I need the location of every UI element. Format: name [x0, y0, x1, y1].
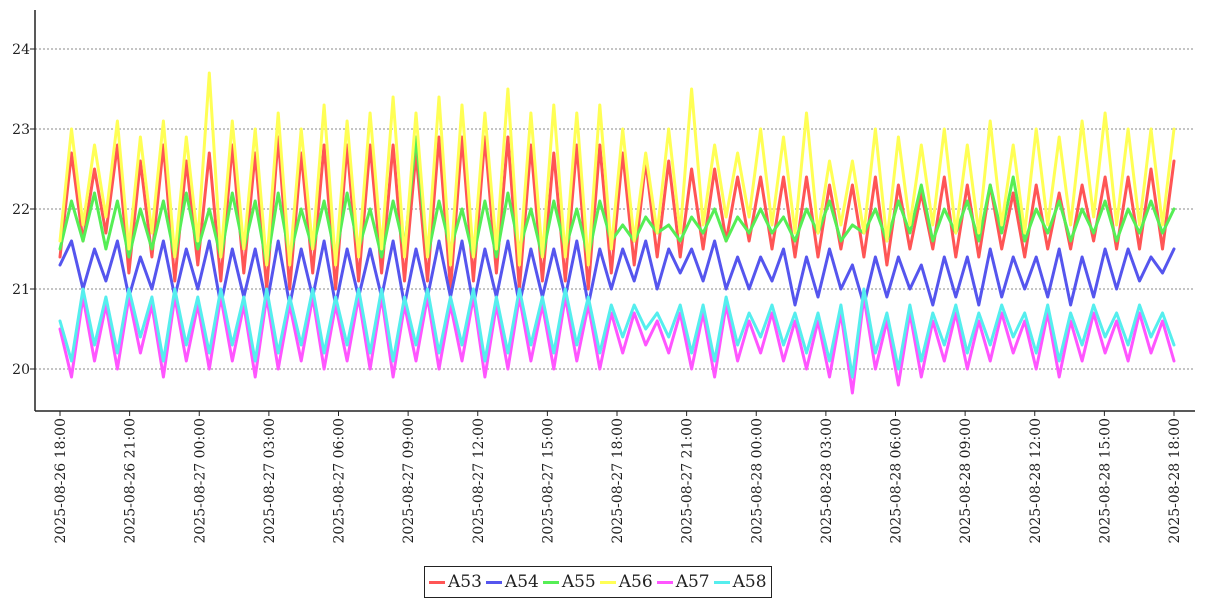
y-tick-label: 22 [12, 202, 30, 218]
legend: A53 A54 A55 A56 A57 A58 [424, 566, 772, 598]
legend-swatch [713, 580, 730, 584]
x-tick-label: 2025-08-28 00:00 [749, 418, 765, 544]
series-line-a56 [58, 71, 1176, 267]
x-tick-label: 2025-08-26 18:00 [53, 418, 69, 544]
x-tick-label: 2025-08-27 12:00 [471, 418, 487, 544]
legend-item-a56[interactable]: A56 [599, 572, 653, 592]
axes [34, 10, 1195, 412]
x-tick-label: 2025-08-27 21:00 [680, 418, 696, 544]
legend-swatch [429, 580, 445, 584]
y-axis-ticks: 20 21 22 23 24 [12, 42, 35, 378]
x-tick-label: 2025-08-26 21:00 [123, 418, 139, 544]
legend-item-a53[interactable]: A53 [429, 572, 482, 592]
y-tick-label: 24 [12, 42, 30, 58]
x-tick-label: 2025-08-28 12:00 [1028, 418, 1044, 544]
x-tick-label: 2025-08-27 06:00 [332, 418, 348, 544]
y-tick-label: 23 [12, 122, 30, 138]
x-tick-label: 2025-08-27 09:00 [401, 418, 417, 544]
series-line-a57 [58, 295, 1176, 395]
legend-item-a54[interactable]: A54 [485, 572, 539, 592]
x-tick-label: 2025-08-27 00:00 [192, 418, 208, 544]
x-axis-ticks: 2025-08-26 18:00 2025-08-26 21:00 2025-08-… [53, 411, 1183, 544]
legend-item-a57[interactable]: A57 [656, 572, 710, 592]
y-tick-label: 20 [12, 362, 30, 378]
legend-label: A57 [675, 572, 710, 592]
legend-item-a55[interactable]: A55 [542, 572, 596, 592]
legend-item-a58[interactable]: A58 [713, 572, 767, 592]
legend-label: A54 [504, 572, 539, 592]
x-tick-label: 2025-08-28 06:00 [889, 418, 905, 544]
series-line-a58 [58, 287, 1176, 379]
legend-label: A53 [448, 572, 482, 592]
series-line-a54 [58, 239, 1176, 307]
x-tick-label: 2025-08-28 09:00 [958, 418, 974, 544]
x-tick-label: 2025-08-28 18:00 [1167, 418, 1183, 544]
legend-label: A56 [618, 572, 653, 592]
legend-label: A58 [732, 572, 767, 592]
x-tick-label: 2025-08-27 03:00 [262, 418, 278, 544]
legend-swatch [656, 580, 673, 584]
x-tick-label: 2025-08-27 18:00 [610, 418, 626, 544]
x-tick-label: 2025-08-28 15:00 [1097, 418, 1113, 544]
series-lines [58, 71, 1176, 395]
y-tick-label: 21 [12, 282, 30, 298]
legend-swatch [599, 580, 616, 584]
legend-swatch [542, 580, 559, 584]
x-tick-label: 2025-08-28 03:00 [819, 418, 835, 544]
legend-label: A55 [561, 572, 596, 592]
x-tick-label: 2025-08-27 15:00 [540, 418, 556, 544]
legend-swatch [485, 580, 502, 584]
